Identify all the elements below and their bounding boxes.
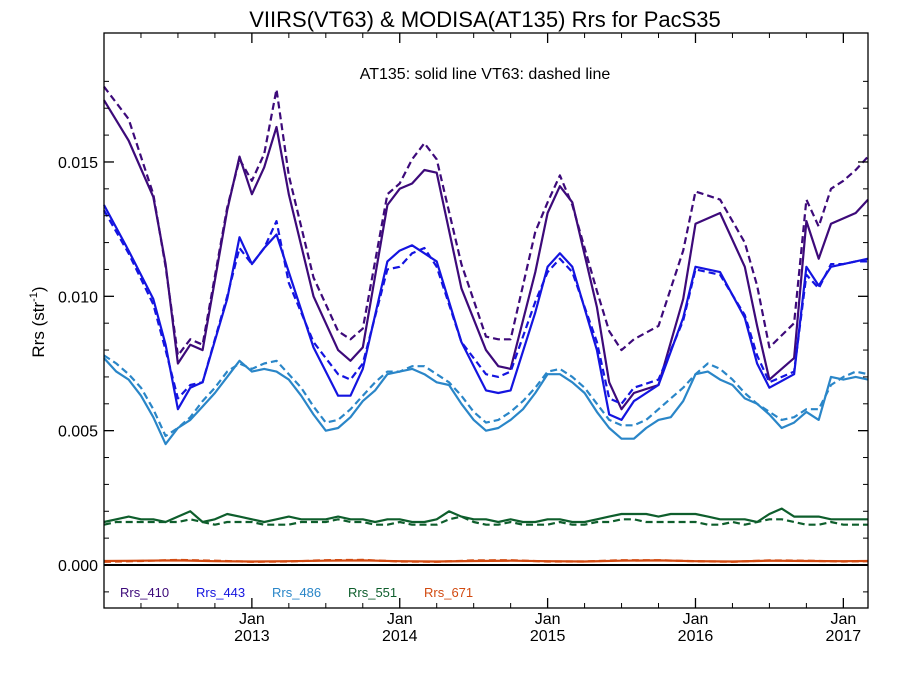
- legend: Rrs_410 Rrs_443 Rrs_486 Rrs_551 Rrs_671: [120, 585, 473, 600]
- chart-title: VIIRS(VT63) & MODISA(AT135) Rrs for PacS…: [249, 7, 721, 32]
- legend-item-rrs-443: Rrs_443: [196, 585, 245, 600]
- x-tick-label-year: 2013: [234, 628, 270, 645]
- y-tick-label: 0.010: [58, 289, 98, 306]
- x-tick-label-year: 2016: [678, 628, 714, 645]
- legend-item-rrs-551: Rrs_551: [348, 585, 397, 600]
- series-rrs-551-solid: [103, 507, 868, 524]
- legend-item-rrs-671: Rrs_671: [424, 585, 473, 600]
- series-rrs-551-dashed: [103, 515, 868, 526]
- x-tick-label-month: Jan: [683, 611, 709, 628]
- series-lines: [103, 86, 869, 563]
- x-tick-label-month: Jan: [387, 611, 413, 628]
- y-axis-label-text: Rrs (str: [29, 302, 48, 358]
- series-rrs-443-solid: [103, 204, 869, 421]
- line-style-annotation: AT135: solid line VT63: dashed line: [360, 66, 611, 83]
- y-tick-label: 0.000: [58, 558, 98, 575]
- y-axis-label: Rrs (str-1): [28, 286, 48, 357]
- y-axis-label-exponent: -1: [28, 292, 40, 302]
- legend-item-rrs-410: Rrs_410: [120, 585, 169, 600]
- series-rrs-486-solid: [103, 357, 869, 446]
- series-rrs-410-dashed: [103, 86, 869, 357]
- legend-item-rrs-486: Rrs_486: [272, 585, 321, 600]
- x-tick-label-month: Jan: [535, 611, 561, 628]
- y-tick-label: 0.005: [58, 424, 98, 441]
- x-tick-label-month: Jan: [239, 611, 265, 628]
- x-tick-label-year: 2017: [826, 628, 862, 645]
- y-axis-label-close: ): [29, 286, 48, 292]
- x-tick-label-month: Jan: [830, 611, 856, 628]
- axes: 0.0000.0050.0100.015Jan2013Jan2014Jan201…: [58, 32, 869, 645]
- series-rrs-443-dashed: [103, 209, 868, 405]
- plot-frame: [103, 32, 869, 609]
- y-tick-label: 0.015: [58, 155, 98, 172]
- series-rrs-486-dashed: [103, 354, 869, 438]
- x-tick-label-year: 2014: [382, 628, 418, 645]
- x-tick-label-year: 2015: [530, 628, 566, 645]
- series-rrs-671-dashed: [103, 558, 869, 563]
